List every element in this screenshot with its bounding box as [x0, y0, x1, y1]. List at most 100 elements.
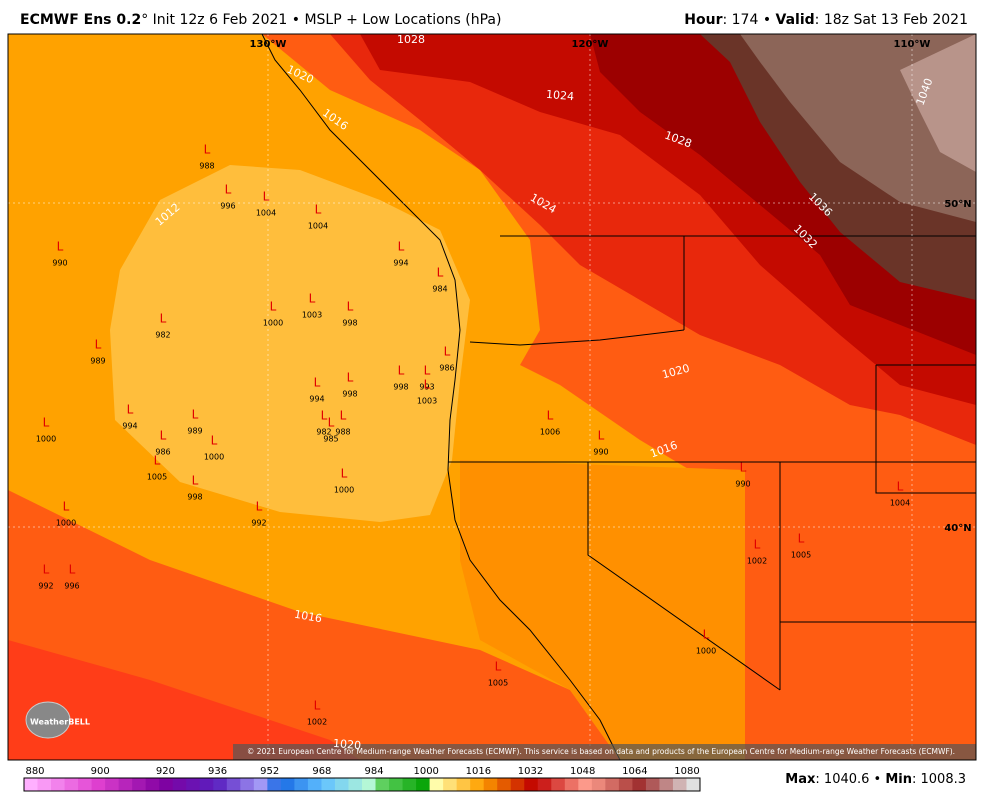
text-run: : 174 •: [722, 12, 775, 28]
low-marker: L: [57, 240, 64, 254]
low-marker: L: [398, 364, 405, 378]
low-value: 994: [122, 422, 137, 431]
low-marker: L: [43, 416, 50, 430]
colorbar-tick-label: 968: [312, 766, 331, 777]
copyright: © 2021 European Centre for Medium-range …: [247, 747, 955, 756]
text-run: : 1008.3: [912, 772, 966, 787]
text-run: : 1040.6 •: [815, 772, 885, 787]
colorbar-tick-label: 936: [208, 766, 227, 777]
lat-label: 40°N: [944, 523, 971, 534]
colorbar-swatch: [24, 778, 39, 791]
low-value: 1004: [256, 209, 276, 218]
colorbar-swatch: [591, 778, 606, 791]
low-marker: L: [69, 563, 76, 577]
low-marker: L: [398, 240, 405, 254]
low-value: 992: [38, 582, 53, 591]
low-marker: L: [314, 699, 321, 713]
colorbar-swatch: [240, 778, 255, 791]
colorbar-swatch: [524, 778, 539, 791]
header-text: ECMWF Ens 0.2° Init 12z 6 Feb 2021 • MSL…: [20, 12, 501, 28]
low-value: 998: [187, 493, 202, 502]
low-value: 998: [342, 390, 357, 399]
logo: WeatherBELL: [30, 718, 90, 727]
low-marker: L: [43, 563, 50, 577]
text-run: Max: [785, 772, 816, 787]
colorbar-swatch: [64, 778, 79, 791]
low-value: 1005: [488, 679, 508, 688]
colorbar-swatch: [510, 778, 525, 791]
low-value: 990: [52, 259, 67, 268]
colorbar-swatch: [145, 778, 160, 791]
low-value: 998: [342, 319, 357, 328]
colorbar-swatch: [294, 778, 309, 791]
colorbar-tick-label: 920: [156, 766, 175, 777]
colorbar-swatch: [159, 778, 174, 791]
low-value: 1002: [747, 557, 767, 566]
low-value: 996: [64, 582, 79, 591]
colorbar-swatch: [78, 778, 93, 791]
contour-label: 1024: [546, 88, 575, 103]
low-marker: L: [192, 408, 199, 422]
low-value: 1004: [308, 222, 328, 231]
colorbar-swatch: [416, 778, 431, 791]
low-value: 998: [393, 383, 408, 392]
low-marker: L: [495, 660, 502, 674]
low-marker: L: [225, 183, 232, 197]
colorbar-swatch: [253, 778, 268, 791]
text-run: Valid: [776, 12, 815, 28]
colorbar-swatch: [645, 778, 660, 791]
colorbar-tick-label: 1080: [674, 766, 699, 777]
low-value: 1000: [204, 453, 224, 462]
colorbar-swatch: [280, 778, 295, 791]
map: [8, 33, 976, 761]
low-value: 994: [309, 395, 324, 404]
colorbar-swatch: [105, 778, 120, 791]
colorbar-swatch: [321, 778, 336, 791]
low-marker: L: [160, 429, 167, 443]
low-marker: L: [256, 500, 263, 514]
colorbar-swatch: [37, 778, 52, 791]
colorbar-swatch: [470, 778, 485, 791]
colorbar-swatch: [564, 778, 579, 791]
low-value: 988: [199, 162, 214, 171]
low-marker: L: [444, 345, 451, 359]
low-value: 982: [316, 428, 331, 437]
low-marker: L: [321, 409, 328, 423]
lon-label: 110°W: [894, 39, 931, 50]
low-marker: L: [211, 434, 218, 448]
low-value: 992: [251, 519, 266, 528]
low-value: 1005: [791, 551, 811, 560]
colorbar-frame: [23, 777, 701, 792]
low-marker: L: [328, 416, 335, 430]
low-value: 990: [735, 480, 750, 489]
colorbar-swatch: [348, 778, 363, 791]
low-marker: L: [63, 500, 70, 514]
low-marker: L: [703, 628, 710, 642]
low-value: 1002: [307, 718, 327, 727]
lon-label: 120°W: [572, 39, 609, 50]
low-marker: L: [314, 376, 321, 390]
colorbar-tick-label: 1016: [466, 766, 491, 777]
low-value: 994: [393, 259, 408, 268]
colorbar-tick-label: 1032: [518, 766, 543, 777]
colorbar-swatch: [51, 778, 66, 791]
low-value: 989: [187, 427, 202, 436]
text-run: Hour: [684, 12, 722, 28]
colorbar-swatch: [334, 778, 349, 791]
colorbar-tick-label: 984: [364, 766, 383, 777]
low-value: 1003: [417, 397, 437, 406]
lon-label: 130°W: [250, 39, 287, 50]
contour-label: 1016: [293, 608, 323, 626]
colorbar-swatch: [618, 778, 633, 791]
low-marker: L: [598, 429, 605, 443]
text-run: ° Init 12z 6 Feb 2021 • MSLP + Low Locat…: [141, 12, 501, 28]
low-value: 988: [335, 428, 350, 437]
colorbar-swatch: [132, 778, 147, 791]
colorbar-swatch: [483, 778, 498, 791]
low-marker: L: [270, 300, 277, 314]
low-marker: L: [341, 467, 348, 481]
header-text: Max: 1040.6 • Min: 1008.3: [785, 772, 966, 787]
colorbar-swatch: [443, 778, 458, 791]
low-value: 1005: [147, 473, 167, 482]
